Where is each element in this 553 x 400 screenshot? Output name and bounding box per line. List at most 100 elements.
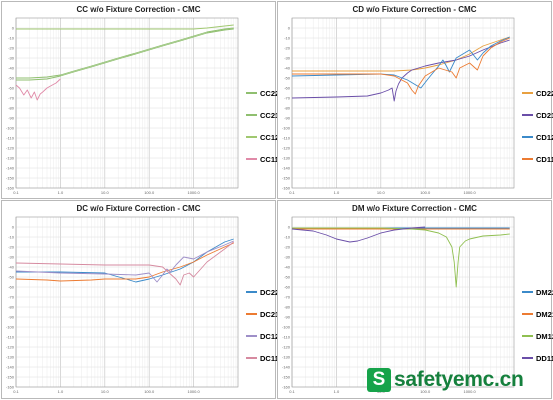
chart-plot-area: 0 -10 -20 -30 -40 -50 -60 -70 -80 -90 -100 -110 -120… [282,17,515,195]
legend-item: DC11 [246,347,279,369]
legend-swatch [522,357,533,359]
y-tick-label: -90 [284,314,291,319]
legend-item: DC22 [246,281,279,303]
x-tick-label: 100.0 [144,190,155,195]
legend-swatch [522,92,533,94]
chart-plot-area: 0 -10 -20 -30 -40 -50 -60 -70 -80 -90 -100 -110 -120… [6,216,239,394]
legend-item: DM22 [522,281,553,303]
y-tick-label: -20 [284,244,291,249]
chart-title: CC w/o Fixture Correction - CMC [76,5,201,14]
y-tick-label: -50 [284,274,291,279]
series-line-dd11 [291,226,426,243]
legend-item: CD21 [522,104,553,126]
legend-label: DC21 [260,309,280,319]
y-tick-label: -30 [8,254,15,259]
y-tick-label: -20 [284,45,291,50]
chart-legend: DM22 DM21 DM12 DD11 [522,281,553,369]
y-tick-label: -60 [8,85,15,90]
legend-swatch [246,313,257,315]
plot-frame [291,17,515,189]
legend-swatch [246,158,257,160]
series-line-cc22 [16,27,234,79]
series-line-cc21 [16,28,234,81]
x-tick-label: 0.1 [289,190,295,195]
series-line-dc11 [15,241,234,286]
chart-panel-cc: 0 -10 -20 -30 -40 -50 -60 -70 -80 -90 -100 -110 -120… [1,1,280,199]
y-tick-label: -10 [8,234,15,239]
plot-frame [15,216,239,388]
y-tick-label: -100 [6,324,15,329]
series-line-dc21 [15,242,234,282]
legend-label: DM22 [536,287,553,297]
y-tick-label: -140 [282,364,291,369]
legend-item: DC12 [246,325,279,347]
y-tick-label: 0 [12,224,15,229]
legend-label: DD11 [536,353,553,363]
series-line-cd11 [292,37,510,95]
y-tick-label: -90 [8,115,15,120]
x-tick-label: 1000.0 [463,190,476,195]
y-tick-label: -160 [6,384,15,389]
chart-legend: DC22 DC21 DC12 DC11 [246,281,279,369]
y-tick-label: -140 [6,165,15,170]
chart-legend: CD22 CD21 CD12 CD11 [522,82,553,170]
legend-swatch [246,92,257,94]
x-tick-label: 10.0 [377,190,386,195]
legend-item: CD22 [522,82,553,104]
legend-label: CD21 [536,110,553,120]
y-tick-label: -40 [284,65,291,70]
legend-item: DD11 [522,347,553,369]
y-tick-label: -80 [284,304,291,309]
y-tick-label: -150 [282,175,291,180]
legend-swatch [246,357,257,359]
x-tick-label: 10.0 [101,389,110,394]
y-tick-label: -110 [6,334,14,339]
y-tick-label: -110 [6,135,14,140]
y-tick-label: -60 [284,85,291,90]
x-tick-label: 100.0 [420,190,431,195]
legend-swatch [522,313,533,315]
y-tick-label: -110 [282,334,290,339]
y-tick-label: -100 [282,324,291,329]
legend-item: CC11 [246,148,279,170]
x-tick-label: 0.1 [13,389,19,394]
legend-label: DC12 [260,331,280,341]
y-tick-label: -70 [8,95,15,100]
y-tick-label: -140 [6,364,15,369]
legend-item: CC12 [246,126,279,148]
x-tick-label: 1.0 [58,389,64,394]
legend-label: CD22 [536,88,553,98]
y-tick-label: -10 [284,234,291,239]
legend-swatch [522,136,533,138]
watermark-text: safetyemc.cn [394,368,524,391]
y-tick-label: -20 [8,244,15,249]
y-tick-label: -10 [284,35,291,40]
legend-label: CC22 [260,88,280,98]
y-tick-label: 0 [288,224,291,229]
y-tick-label: -150 [6,175,15,180]
legend-item: DM21 [522,303,553,325]
y-tick-label: -140 [282,165,291,170]
y-tick-label: -80 [8,304,15,309]
series-line-cc12 [16,24,234,30]
chart-plot-area: 0 -10 -20 -30 -40 -50 -60 -70 -80 -90 -100 -110 -120… [6,17,239,195]
y-tick-label: -40 [8,264,15,269]
x-tick-label: 100.0 [144,389,155,394]
y-tick-label: -120 [282,344,291,349]
x-tick-label: 1.0 [58,190,64,195]
chart-panel-dc: 0 -10 -20 -30 -40 -50 -60 -70 -80 -90 -100 -110 -120… [1,200,279,399]
x-tick-label: 1000.0 [187,190,200,195]
x-tick-label: 1000.0 [463,389,476,394]
legend-label: DM21 [536,309,553,319]
legend-swatch [246,114,257,116]
series-line-cc11 [15,78,61,101]
plot-frame [291,216,515,388]
chart-plot-area: 0 -10 -20 -30 -40 -50 -60 -70 -80 -90 -100 -110 -120… [282,216,515,394]
y-tick-label: -30 [8,55,15,60]
legend-swatch [522,291,533,293]
y-tick-label: -90 [284,115,291,120]
legend-item: CD12 [522,126,553,148]
y-tick-label: -130 [6,155,15,160]
legend-swatch [522,158,533,160]
x-tick-label: 0.1 [13,190,19,195]
